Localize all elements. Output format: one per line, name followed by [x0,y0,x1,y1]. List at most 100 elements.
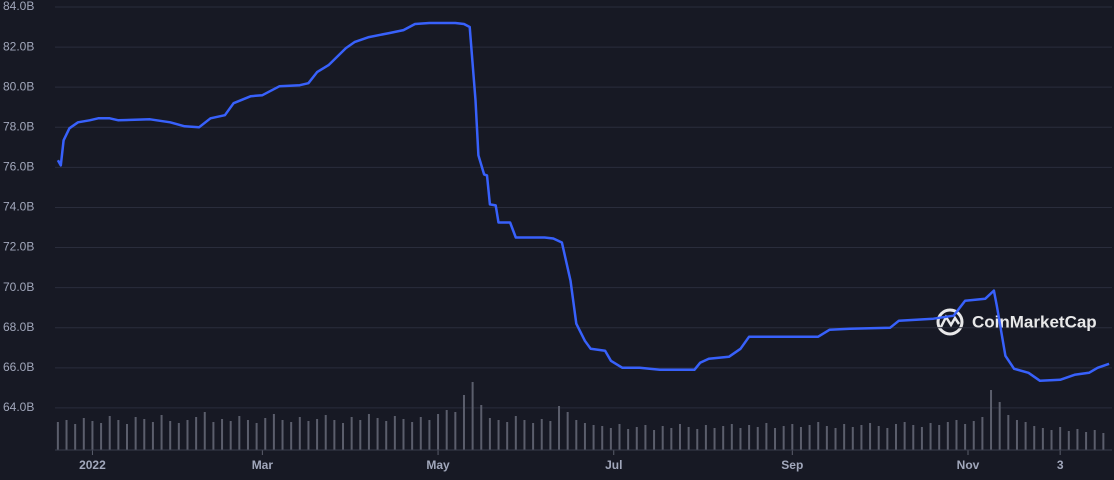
volume-bar [981,417,984,450]
volume-bar [670,428,673,450]
volume-bar [860,425,863,450]
volume-bar [393,416,396,450]
volume-bar [143,419,146,450]
volume-bar [212,422,215,450]
y-tick-label: 70.0B [3,280,34,294]
volume-bar [428,420,431,450]
volume-bar [100,423,103,450]
volume-bar [903,422,906,450]
volume-bar [627,429,630,450]
volume-bar [402,419,405,450]
volume-bar [238,416,241,450]
volume-bar [998,402,1001,450]
volume-bar [324,415,327,450]
volume-bar [687,427,690,450]
watermark-logo [936,308,964,336]
y-tick-label: 64.0B [3,400,34,414]
volume-bar [704,425,707,450]
volume-bar [1050,430,1053,450]
volume-bar [126,424,129,450]
volume-bar [1102,433,1105,450]
volume-bar [730,424,733,450]
volume-bar [385,421,388,450]
volume-bar [825,426,828,450]
volume-bar [359,420,362,450]
volume-bar [782,426,785,450]
volume-bar [1067,431,1070,450]
volume-bar [558,406,561,450]
volume-bar [990,390,993,450]
volume-bar [316,419,319,450]
volume-bar [471,382,474,450]
volume-bar [618,424,621,450]
volume-bar [748,425,751,450]
volume-bar [342,423,345,450]
volume-bar [74,424,77,450]
volume-bar [851,427,854,450]
volume-bar [272,414,275,450]
volume-bar [1059,427,1062,450]
y-tick-label: 74.0B [3,200,34,214]
volume-bar [523,420,526,450]
volume-bar [91,421,94,450]
y-tick-label: 76.0B [3,160,34,174]
volume-bar [229,421,232,450]
volume-bar [298,417,301,450]
volume-bar [765,423,768,450]
volume-bar [791,424,794,450]
volume-bar [281,420,284,450]
volume-bar [843,424,846,450]
volume-bar [186,420,189,450]
volume-bar [134,417,137,450]
volume-bar [246,420,249,450]
volume-bar [756,427,759,450]
volume-bar [929,423,932,450]
volume-bar [739,428,742,450]
x-tick-label: 2022 [79,458,106,472]
volume-bar [1033,426,1036,450]
volume-bar [462,395,465,450]
volume-bar [1007,415,1010,450]
y-tick-label: 78.0B [3,119,34,133]
volume-bar [972,421,975,450]
volume-bar [869,423,872,450]
volume-bar [722,426,725,450]
volume-bar [1093,430,1096,450]
volume-bar [946,422,949,450]
y-tick-label: 80.0B [3,79,34,93]
volume-bar [151,422,154,450]
volume-bar [575,420,578,450]
volume-bar [514,416,517,450]
volume-bar [877,426,880,450]
volume-bar [203,412,206,450]
volume-bar [497,420,500,450]
y-tick-label: 84.0B [3,0,34,13]
volume-bar [799,427,802,450]
volume-bar [1024,422,1027,450]
volume-bar [549,421,552,450]
volume-bar [601,426,604,450]
volume-bar [964,424,967,450]
volume-bar [290,422,293,450]
volume-bar [920,427,923,450]
y-tick-label: 82.0B [3,39,34,53]
volume-bar [480,405,483,450]
volume-bar [938,425,941,450]
volume-bar [307,421,310,450]
volume-bar [566,412,569,450]
volume-bar [488,418,491,450]
x-tick-label: Sep [781,458,803,472]
volume-bar [817,422,820,450]
x-tick-label: 3 [1057,458,1064,472]
x-tick-label: Jul [605,458,622,472]
volume-bar [955,420,958,450]
y-tick-label: 72.0B [3,240,34,254]
volume-bar [653,430,656,450]
volume-bar [376,418,379,450]
volume-bar [65,420,68,450]
volume-bar [583,423,586,450]
volume-bar [445,410,448,450]
volume-bar [532,423,535,450]
